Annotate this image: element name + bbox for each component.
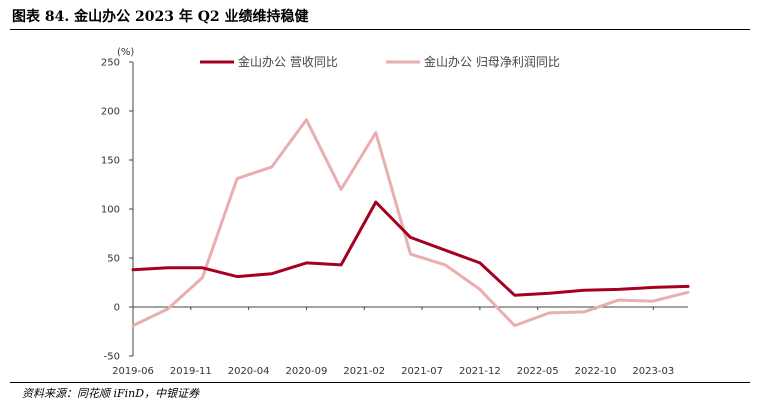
series-layer xyxy=(131,118,690,328)
y-tick-label: 50 xyxy=(107,254,120,265)
x-tick-label: 2023-03 xyxy=(632,366,674,377)
y-tick-label: -50 xyxy=(104,352,120,363)
y-axis-unit: (%) xyxy=(117,47,134,58)
series-line-revenue-yoy xyxy=(131,200,690,297)
series-line-net-profit-yoy xyxy=(131,118,690,328)
x-tick-label: 2021-07 xyxy=(401,366,443,377)
x-tick-label: 2019-11 xyxy=(170,366,212,377)
legend-label: 金山办公 营收同比 xyxy=(238,54,338,69)
legend-label: 金山办公 归母净利润同比 xyxy=(424,54,560,69)
x-tick-label: 2019-06 xyxy=(112,366,154,377)
x-tick-label: 2020-09 xyxy=(286,366,328,377)
chart-source: 资料来源：同花顺 iFinD，中银证券 xyxy=(22,387,200,400)
y-tick-label: 0 xyxy=(114,303,120,314)
x-tick-label: 2021-12 xyxy=(459,366,501,377)
chart-legend: 金山办公 营收同比 金山办公 归母净利润同比 xyxy=(200,54,560,69)
y-tick-label: 150 xyxy=(101,156,120,167)
y-tick-label: 100 xyxy=(101,205,120,216)
source-divider xyxy=(10,382,750,383)
x-tick-label: 2020-04 xyxy=(228,366,270,377)
y-tick-label: 200 xyxy=(101,107,120,118)
title-divider xyxy=(10,29,750,30)
x-tick-label: 2022-05 xyxy=(517,366,559,377)
x-tick-label: 2022-10 xyxy=(575,366,617,377)
chart-axes: -50 0 50 100 150 200 250(%) 2019-06 2019-11 2020-… xyxy=(101,47,688,377)
y-tick-label: 250 xyxy=(101,58,120,69)
chart-title: 图表 84. 金山办公 2023 年 Q2 业绩维持稳健 xyxy=(12,9,309,25)
x-tick-label: 2021-02 xyxy=(343,366,385,377)
